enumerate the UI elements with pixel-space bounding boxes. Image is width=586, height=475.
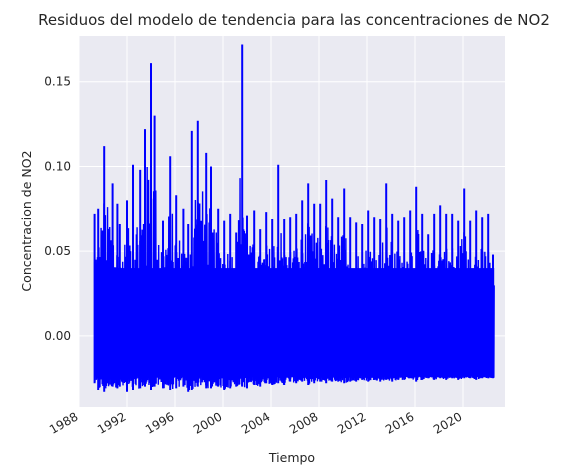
series-lines [93,44,495,392]
x-tick-labels: 1988 1992 1996 2000 2004 2008 2012 2016 2020 [47,409,464,436]
x-tick-label: 1988 [47,409,80,436]
x-tick-label: 2012 [335,409,368,436]
x-tick-label: 1992 [95,409,128,436]
y-tick-label: 0.10 [44,159,71,173]
x-tick-label: 2008 [287,409,320,436]
y-tick-label: 0.00 [44,329,71,343]
x-tick-label: 2016 [383,409,416,436]
y-axis-label: Concentracion de NO2 [19,150,34,291]
y-tick-labels: 0.00 0.05 0.10 0.15 [44,75,71,343]
x-tick-label: 1996 [143,409,176,436]
x-tick-label: 2000 [191,409,224,436]
x-axis-label: Tiempo [268,450,315,465]
y-tick-label: 0.05 [44,244,71,258]
y-tick-label: 0.15 [44,75,71,89]
chart-title: Residuos del modelo de tendencia para la… [38,11,550,29]
x-tick-label: 2004 [239,409,272,436]
x-tick-label: 2020 [431,409,464,436]
